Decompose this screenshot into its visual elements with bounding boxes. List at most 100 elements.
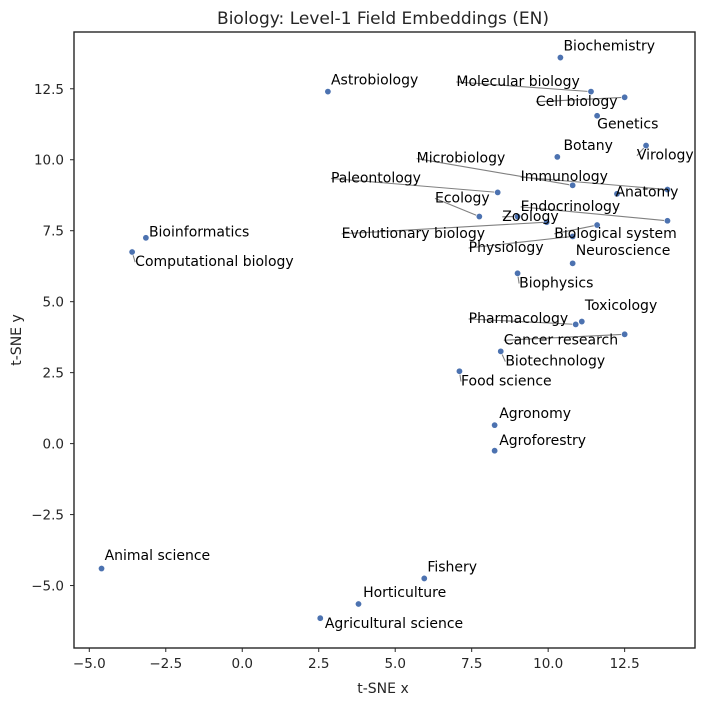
point-molecular-biology	[587, 88, 595, 96]
label-virology: Virology	[637, 148, 694, 164]
x-tick-label: 5.0	[384, 656, 405, 672]
label-biotechnology: Biotechnology	[505, 354, 605, 370]
x-tick-label: −2.5	[149, 656, 182, 672]
label-molecular-biology: Molecular biology	[456, 74, 579, 90]
label-evolutionary-biology: Evolutionary biology	[342, 226, 485, 242]
leader-line-cancer-research	[503, 333, 625, 341]
point-microbiology	[569, 181, 577, 189]
label-astrobiology: Astrobiology	[331, 73, 418, 89]
label-agroforestry: Agroforestry	[499, 433, 586, 449]
label-animal-science: Animal science	[105, 548, 211, 564]
point-genetics	[593, 112, 601, 120]
label-genetics: Genetics	[597, 117, 658, 133]
point-horticulture	[354, 600, 362, 608]
label-endocrinology: Endocrinology	[521, 199, 621, 215]
label-toxicology: Toxicology	[584, 298, 657, 314]
x-tick-label: 2.5	[308, 656, 329, 672]
x-tick-label: −5.0	[73, 656, 106, 672]
point-fishery	[420, 574, 428, 582]
label-botany: Botany	[563, 138, 612, 154]
point-animal-science	[98, 565, 106, 573]
x-tick-label: 0.0	[232, 656, 253, 672]
point-endocrinology	[663, 217, 671, 225]
label-cell-biology: Cell biology	[536, 94, 618, 110]
point-biotechnology	[497, 347, 505, 355]
x-axis-ticks: −5.0 −2.5 0.0 2.5 5.0 7.5 10.0 12.5	[73, 648, 640, 672]
label-biophysics: Biophysics	[519, 275, 593, 291]
y-tick-label: −2.5	[31, 508, 64, 524]
leader-line-immunology	[520, 176, 668, 191]
point-paleontology	[494, 188, 502, 196]
label-paleontology: Paleontology	[331, 170, 421, 186]
chart-title: Biology: Level-1 Field Embeddings (EN)	[217, 9, 549, 29]
point-labels: Biochemistry Molecular biology Cell biolog…	[105, 38, 694, 632]
point-biochemistry	[556, 54, 564, 62]
label-immunology: Immunology	[521, 169, 608, 185]
point-immunology	[663, 186, 671, 194]
point-botany	[553, 153, 561, 161]
point-cancer-research	[621, 330, 629, 338]
x-tick-label: 10.0	[533, 656, 563, 672]
point-astrobiology	[324, 88, 332, 96]
leader-line-endocrinology	[520, 206, 668, 222]
point-anatomy	[613, 190, 621, 198]
y-tick-label: 12.5	[34, 82, 64, 98]
point-ecology	[475, 213, 483, 221]
point-agronomy	[491, 421, 499, 429]
label-anatomy: Anatomy	[615, 185, 678, 201]
x-tick-label: 7.5	[461, 656, 482, 672]
y-tick-label: 5.0	[43, 295, 64, 311]
label-computational-biology: Computational biology	[135, 254, 294, 270]
leader-line-biological-system	[554, 224, 598, 235]
point-evolutionary-biology	[543, 218, 551, 226]
point-agroforestry	[491, 447, 499, 455]
label-agricultural-science: Agricultural science	[325, 616, 463, 632]
label-physiology: Physiology	[469, 240, 544, 256]
label-biochemistry: Biochemistry	[563, 38, 655, 54]
label-agronomy: Agronomy	[499, 406, 571, 422]
point-computational-biology	[128, 248, 136, 256]
plot-frame	[73, 31, 696, 649]
label-biological-system: Biological system	[554, 226, 677, 242]
label-cancer-research: Cancer research	[504, 332, 618, 348]
point-zoology	[514, 213, 522, 221]
leader-line-physiology	[468, 235, 573, 249]
point-agricultural-science	[316, 614, 324, 622]
label-horticulture: Horticulture	[363, 585, 446, 601]
point-cell-biology	[621, 93, 629, 101]
leader-line-molecular-biology	[456, 81, 592, 93]
point-physiology	[569, 232, 577, 240]
label-zoology: Zoology	[502, 209, 558, 225]
label-pharmacology: Pharmacology	[469, 311, 569, 327]
leader-line-cell-biology	[535, 96, 625, 103]
data-points	[98, 54, 671, 622]
point-virology	[642, 142, 650, 150]
y-axis-ticks: −5.0 −2.5 0.0 2.5 5.0 7.5 10.0 12.5	[31, 82, 74, 595]
leader-line-paleontology	[330, 177, 498, 193]
point-neuroscience	[569, 259, 577, 267]
point-pharmacology	[572, 320, 580, 328]
leader-lines	[131, 81, 668, 382]
y-tick-label: 2.5	[43, 366, 64, 382]
label-bioinformatics: Bioinformatics	[149, 224, 249, 240]
label-ecology: Ecology	[435, 190, 490, 206]
x-tick-label: 12.5	[610, 656, 640, 672]
y-tick-label: −5.0	[31, 579, 64, 595]
point-toxicology	[578, 318, 586, 326]
label-fishery: Fishery	[427, 559, 477, 575]
y-tick-label: 7.5	[43, 224, 64, 240]
leader-line-microbiology	[416, 158, 573, 186]
y-tick-label: 0.0	[43, 437, 64, 453]
point-food-science	[455, 367, 463, 375]
y-tick-label: 10.0	[34, 153, 64, 169]
point-biological-system	[593, 221, 601, 229]
point-bioinformatics	[142, 234, 150, 242]
label-microbiology: Microbiology	[417, 151, 506, 167]
x-axis-label: t-SNE x	[357, 681, 408, 697]
label-neuroscience: Neuroscience	[576, 243, 671, 259]
leader-line-evolutionary-biology	[341, 221, 547, 235]
label-food-science: Food science	[461, 373, 552, 389]
leader-line-ecology	[434, 197, 480, 218]
y-axis-label: t-SNE y	[9, 314, 25, 365]
leader-line-pharmacology	[468, 318, 576, 325]
